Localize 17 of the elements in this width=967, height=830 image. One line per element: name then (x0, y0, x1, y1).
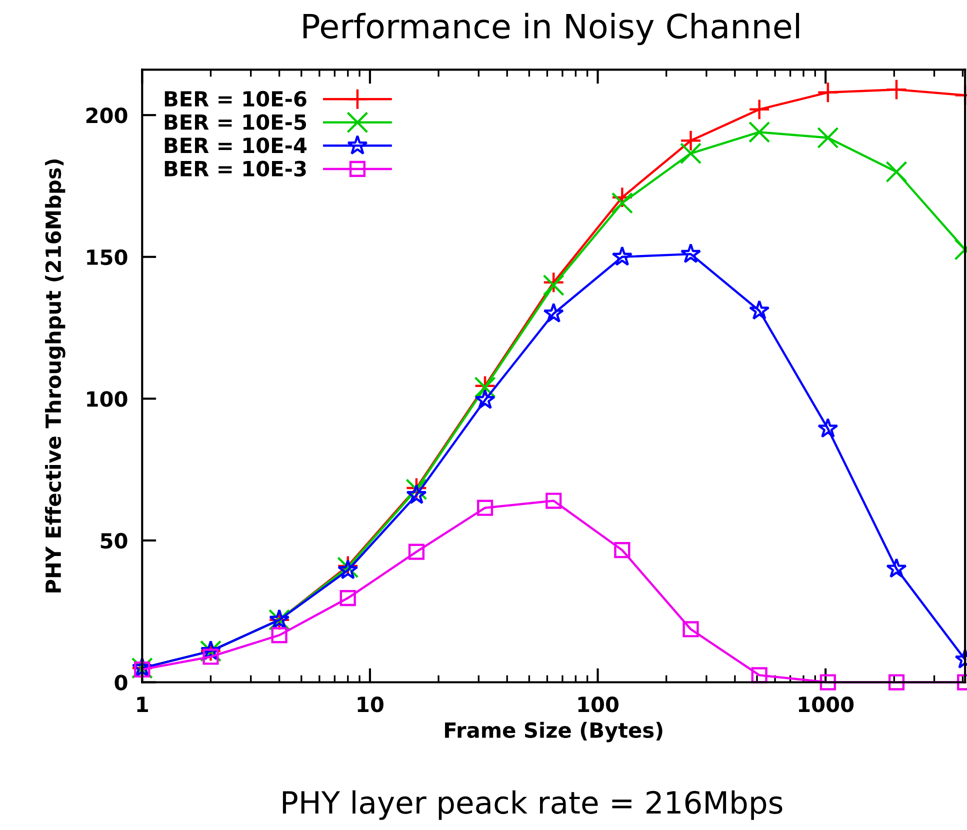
legend-label: BER = 10E-3 (164, 160, 306, 177)
chart-title: Performance in Noisy Channel (304, 12, 800, 46)
y-tick-label: 50 (100, 532, 128, 549)
y-tick-label: 0 (114, 674, 128, 690)
x-tick-label: 1000 (798, 696, 854, 712)
text: PHY layer peack rate = 216Mbps (282, 790, 782, 820)
y-tick-label: 200 (86, 108, 128, 124)
legend-label: BER = 10E-4 (164, 137, 307, 154)
x-tick-label: 1 (137, 696, 148, 712)
x-axis-title: Frame Size (Bytes) (445, 722, 662, 742)
legend-label: BER = 10E-6 (164, 90, 306, 107)
y-tick-label: 100 (87, 391, 128, 407)
x-tick-label: 10 (358, 696, 384, 712)
y-tick-label: 150 (87, 249, 128, 266)
x-tick-label: 100 (578, 696, 619, 712)
y-axis-title: PHY Effective Throughput (216Mbps) (45, 159, 66, 592)
legend-label: BER = 10E-5 (164, 114, 306, 130)
